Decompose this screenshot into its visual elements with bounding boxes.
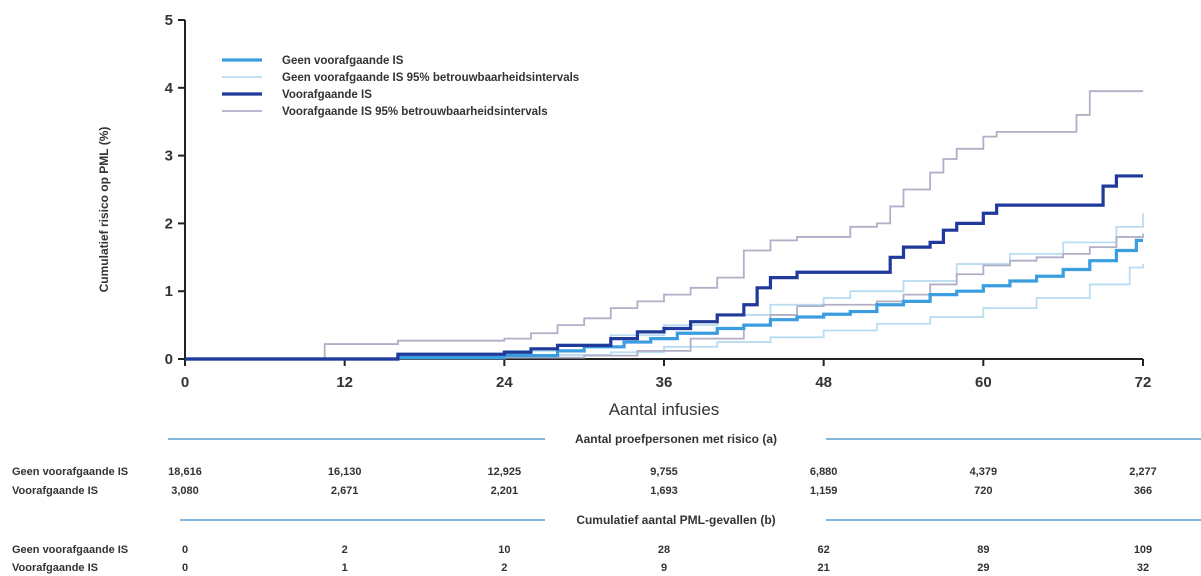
y-tick-label: 2 (165, 215, 173, 232)
x-tick-label: 48 (815, 374, 832, 391)
table-cell: 12,925 (488, 466, 522, 478)
table-cell: 32 (1137, 562, 1149, 574)
table-cell: 29 (977, 562, 989, 574)
table-cell: 16,130 (328, 466, 362, 478)
y-tick-label: 3 (165, 148, 173, 165)
table-cell: 10 (498, 544, 510, 556)
y-tick-label: 0 (165, 351, 173, 368)
table-cell: 18,616 (168, 466, 202, 478)
table-cell: 9,755 (650, 466, 678, 478)
x-tick-label: 36 (656, 374, 673, 391)
table-cell: 0 (182, 544, 188, 556)
x-tick-label: 0 (181, 374, 189, 391)
x-tick-label: 12 (336, 374, 353, 391)
x-tick-label: 60 (975, 374, 992, 391)
table-row-label: Voorafgaande IS (12, 562, 98, 574)
table-cell: 1,159 (810, 485, 838, 497)
table-cell: 720 (974, 485, 992, 497)
y-tick-label: 5 (165, 12, 173, 29)
risk-section-2-title: Cumulatief aantal PML-gevallen (b) (576, 513, 775, 527)
table-cell: 28 (658, 544, 670, 556)
series-line-3 (185, 174, 1143, 361)
table-cell: 89 (977, 544, 989, 556)
legend-label-0: Geen voorafgaande IS (282, 55, 404, 67)
table-cell: 9 (661, 562, 667, 574)
legend-label-3: Voorafgaande IS (282, 89, 372, 101)
table-cell: 2,201 (491, 485, 519, 497)
x-tick-label: 24 (496, 374, 513, 391)
table-cell: 109 (1134, 544, 1152, 556)
series-line-5 (185, 233, 1144, 360)
table-cell: 0 (182, 562, 188, 574)
legend-label-1: Geen voorafgaande IS 95% betrouwbaarheid… (282, 72, 579, 84)
table-cell: 3,080 (171, 485, 199, 497)
series-layer (185, 90, 1144, 361)
table-cell: 6,880 (810, 466, 838, 478)
table-cell: 4,379 (970, 466, 998, 478)
risk-section-1-title: Aantal proefpersonen met risico (a) (575, 432, 777, 446)
y-axis-label: Cumulatief risico op PML (%) (97, 127, 111, 293)
y-tick-label: 4 (165, 80, 174, 97)
legend-label-4: Voorafgaande IS 95% betrouwbaarheidsinte… (282, 106, 548, 118)
table-cell: 2,277 (1129, 466, 1157, 478)
risk-table: Aantal proefpersonen met risico (a) Cumul… (12, 432, 1201, 574)
x-tick-label: 72 (1135, 374, 1152, 391)
table-cell: 21 (818, 562, 830, 574)
table-cell: 1 (342, 562, 348, 574)
series-line-4 (185, 90, 1143, 360)
legend: Geen voorafgaande IS Geen voorafgaande IS… (222, 55, 579, 118)
table-row-label: Voorafgaande IS (12, 485, 98, 497)
table-cell: 2,671 (331, 485, 359, 497)
table-row-label: Geen voorafgaande IS (12, 466, 128, 478)
table-cell: 2 (342, 544, 348, 556)
table-cell: 366 (1134, 485, 1152, 497)
table-cell: 1,693 (650, 485, 678, 497)
table-cell: 2 (501, 562, 507, 574)
y-tick-label: 1 (165, 283, 173, 300)
table-row-label: Geen voorafgaande IS (12, 544, 128, 556)
x-axis-label: Aantal infusies (609, 400, 720, 419)
table-cell: 62 (818, 544, 830, 556)
